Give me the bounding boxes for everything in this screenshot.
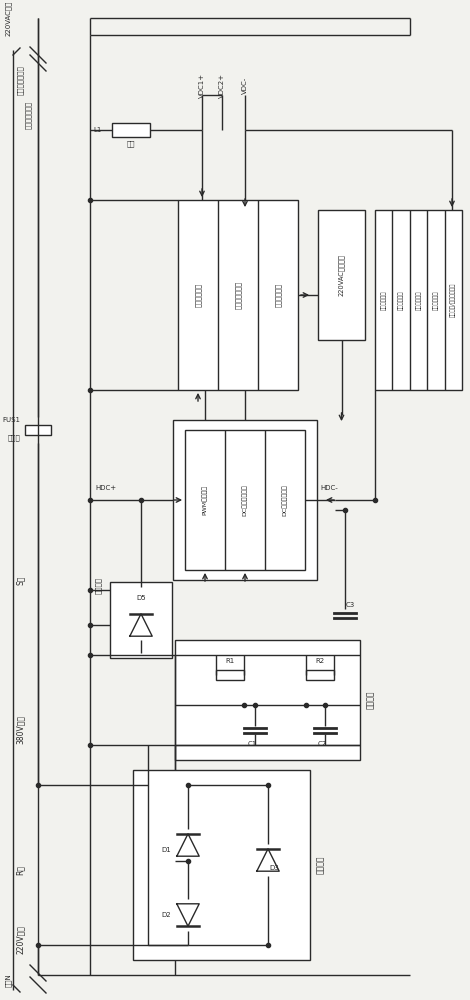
Bar xyxy=(216,670,244,680)
Text: 线包: 线包 xyxy=(127,141,135,147)
Text: FUS1: FUS1 xyxy=(2,417,20,423)
Text: 保险丝: 保险丝 xyxy=(7,435,20,441)
Text: 半波整流: 半波整流 xyxy=(94,576,102,593)
Text: VDC-: VDC- xyxy=(242,76,248,94)
Text: 温度过温保护: 温度过温保护 xyxy=(433,290,439,310)
Text: 输出整流滤波: 输出整流滤波 xyxy=(274,283,282,307)
Text: 220VAC输出控制: 220VAC输出控制 xyxy=(338,254,345,296)
Text: R相: R相 xyxy=(16,865,24,875)
Text: 双管正波变换: 双管正波变换 xyxy=(195,283,201,307)
Text: 220V交流: 220V交流 xyxy=(16,926,24,954)
Bar xyxy=(178,200,298,390)
Bar xyxy=(185,430,305,570)
Bar xyxy=(173,420,317,580)
Text: R1: R1 xyxy=(226,658,235,664)
Text: 整流电路: 整流电路 xyxy=(315,856,324,874)
Text: PWM驱动芯片: PWM驱动芯片 xyxy=(202,485,208,515)
Text: 输出过流保护: 输出过流保护 xyxy=(398,290,404,310)
Text: VDC2+: VDC2+ xyxy=(219,73,225,98)
Text: 高频隔离变压器: 高频隔离变压器 xyxy=(235,281,241,309)
Text: R2: R2 xyxy=(315,658,325,664)
Bar xyxy=(25,425,51,435)
Bar xyxy=(375,210,462,390)
Text: D2: D2 xyxy=(161,912,171,918)
Text: 继电器或接触器: 继电器或接触器 xyxy=(25,101,31,129)
Text: D1: D1 xyxy=(161,847,171,853)
Text: HDC+: HDC+ xyxy=(95,485,116,491)
Bar xyxy=(318,210,365,340)
Bar xyxy=(306,670,334,680)
Text: HDC-: HDC- xyxy=(320,485,338,491)
Text: DC电压欠压检测: DC电压欠压检测 xyxy=(242,484,248,516)
Text: 继电器或接触器: 继电器或接触器 xyxy=(17,65,24,95)
Text: S相: S相 xyxy=(16,575,24,585)
Bar xyxy=(110,582,172,658)
Text: D3: D3 xyxy=(269,865,279,871)
Text: C1: C1 xyxy=(247,741,257,747)
Bar xyxy=(112,123,150,137)
Text: DC电压过压检测: DC电压过压检测 xyxy=(282,484,288,516)
Text: 滤波电路: 滤波电路 xyxy=(366,691,375,709)
Text: 零线N: 零线N xyxy=(5,973,11,987)
Text: 220VAC输出: 220VAC输出 xyxy=(5,0,11,36)
Text: 风机温控/根据功率选择: 风机温控/根据功率选择 xyxy=(451,283,456,317)
Bar xyxy=(175,640,360,760)
Text: 380V交流: 380V交流 xyxy=(16,716,24,744)
Text: L1: L1 xyxy=(94,127,102,133)
Text: 采样反馈稳压: 采样反馈稳压 xyxy=(381,290,386,310)
Text: D5: D5 xyxy=(136,595,146,601)
Text: C2: C2 xyxy=(317,741,327,747)
Bar xyxy=(133,770,310,960)
Text: VDC1+: VDC1+ xyxy=(199,72,205,98)
Text: 输出过压保护: 输出过压保护 xyxy=(415,290,421,310)
Text: C3: C3 xyxy=(345,602,355,608)
